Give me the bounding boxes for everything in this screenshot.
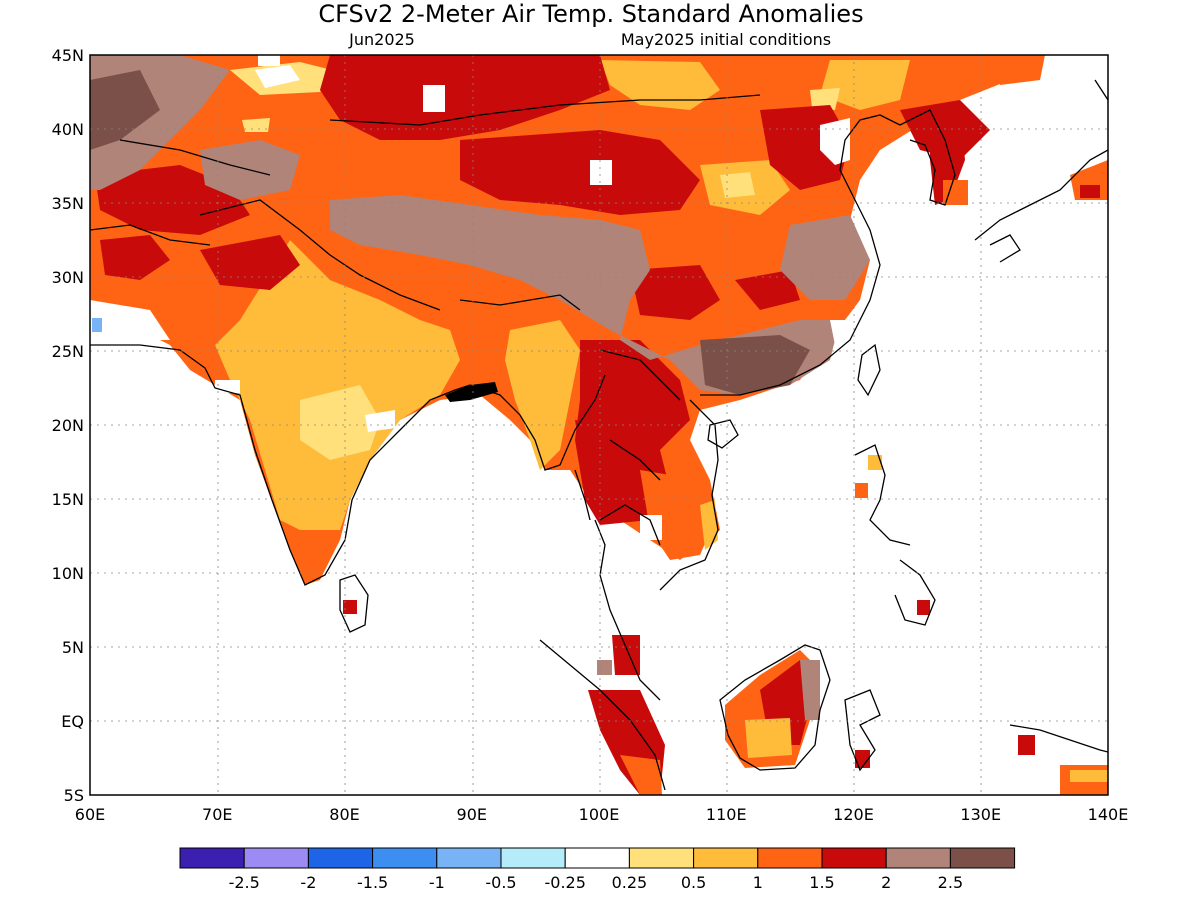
- latitude-label: 40N: [52, 120, 84, 139]
- colorbar-swatch: [179, 847, 245, 869]
- longitude-label: 70E: [202, 805, 232, 824]
- colorbar-swatch: [372, 847, 438, 869]
- colorbar: [179, 847, 1016, 869]
- colorbar-label: -1: [429, 873, 445, 892]
- latitude-label: 5N: [62, 638, 84, 657]
- latitude-label: 30N: [52, 268, 84, 287]
- ganges-delta: [445, 382, 498, 402]
- longitude-label: 90E: [457, 805, 487, 824]
- latitude-label: 20N: [52, 416, 84, 435]
- colorbar-swatch: [500, 847, 566, 869]
- colorbar-label: 1.5: [809, 873, 834, 892]
- longitude-labels: 60E 70E 80E 90E 100E 110E 120E 130E 140E: [75, 805, 1129, 824]
- latitude-label: 10N: [52, 564, 84, 583]
- colorbar-label: 0.25: [612, 873, 648, 892]
- colorbar-label: -2: [300, 873, 316, 892]
- coastlines: [90, 79, 1108, 791]
- anomaly-region-dark-red-se-asia: [575, 420, 640, 520]
- colorbar-label: -2.5: [229, 873, 260, 892]
- colorbar-swatch: [564, 847, 630, 869]
- anomaly-field: [90, 55, 1108, 795]
- longitude-label: 120E: [833, 805, 874, 824]
- colorbar-swatch: [885, 847, 951, 869]
- figure-title: CFSv2 2-Meter Air Temp. Standard Anomali…: [318, 0, 863, 28]
- gridlines: [90, 55, 1108, 795]
- anomaly-region-pale-yellow: [300, 385, 380, 460]
- latitude-labels: 45N 40N 35N 30N 25N 20N 15N 10N 5N EQ 5S: [52, 46, 84, 805]
- longitude-label: 80E: [329, 805, 359, 824]
- colorbar-label: -0.5: [485, 873, 516, 892]
- colorbar-swatch: [628, 847, 695, 869]
- colorbar-swatch: [307, 847, 374, 869]
- colorbar-label: -1.5: [357, 873, 388, 892]
- map-frame: [89, 54, 1109, 796]
- colorbar-label: 1: [753, 873, 763, 892]
- anomaly-region-light-orange: [215, 240, 460, 530]
- latitude-label: 45N: [52, 46, 84, 65]
- anomaly-region-dark-brown: [700, 335, 810, 395]
- latitude-label: 5S: [64, 786, 84, 805]
- forecast-month: Jun2025: [348, 30, 415, 49]
- initial-conditions: May2025 initial conditions: [621, 30, 831, 49]
- latitude-label: 15N: [52, 490, 84, 509]
- colorbar-swatch: [821, 847, 887, 869]
- longitude-label: 110E: [706, 805, 747, 824]
- colorbar-label: 2.5: [938, 873, 963, 892]
- latitude-label: EQ: [61, 712, 84, 731]
- colorbar-swatch: [693, 847, 759, 869]
- colorbar-label: -0.25: [544, 873, 585, 892]
- colorbar-swatch: [243, 847, 309, 869]
- latitude-label: 25N: [52, 342, 84, 361]
- colorbar-label: 0.5: [681, 873, 706, 892]
- longitude-label: 100E: [579, 805, 620, 824]
- longitude-label: 60E: [75, 805, 105, 824]
- longitude-label: 130E: [960, 805, 1001, 824]
- colorbar-swatch: [436, 847, 502, 869]
- colorbar-swatch: [757, 847, 823, 869]
- colorbar-labels: -2.5 -2 -1.5 -1 -0.5 -0.25 0.25 0.5 1 1.5 2 2.5: [229, 873, 964, 892]
- longitude-label: 140E: [1088, 805, 1129, 824]
- latitude-label: 35N: [52, 194, 84, 213]
- colorbar-label: 2: [881, 873, 891, 892]
- anomaly-region-dark-red: [320, 55, 610, 140]
- colorbar-swatch: [949, 847, 1016, 869]
